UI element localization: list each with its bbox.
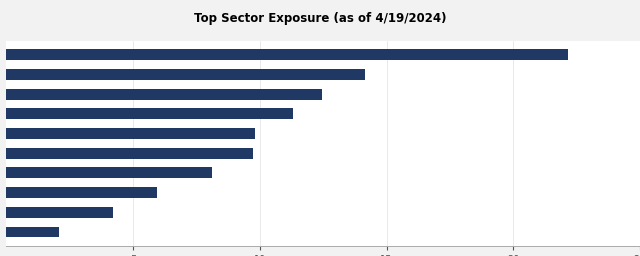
Bar	[6, 227, 60, 237]
Bar	[6, 49, 568, 60]
Bar	[6, 89, 323, 100]
Bar	[6, 69, 365, 80]
Bar	[6, 148, 253, 159]
Bar	[6, 187, 157, 198]
Bar	[6, 108, 293, 119]
Bar	[6, 207, 113, 218]
Bar	[6, 167, 212, 178]
Bar	[6, 128, 255, 139]
Text: Top Sector Exposure (as of 4/19/2024): Top Sector Exposure (as of 4/19/2024)	[194, 12, 446, 25]
